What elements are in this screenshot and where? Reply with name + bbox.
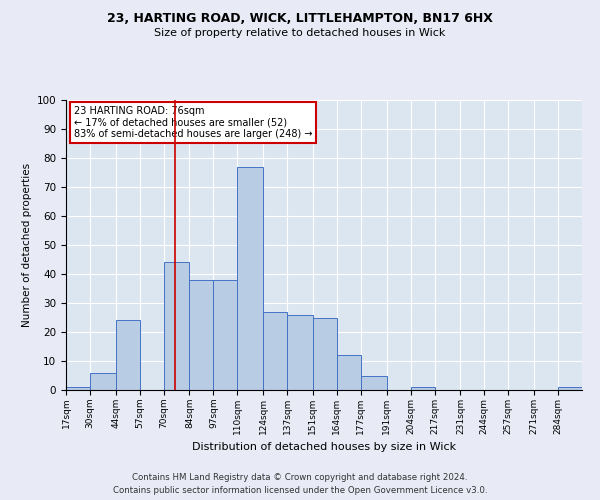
Bar xyxy=(558,387,582,390)
Bar xyxy=(214,280,238,390)
Bar xyxy=(361,376,386,390)
Bar xyxy=(190,280,214,390)
Text: 23, HARTING ROAD, WICK, LITTLEHAMPTON, BN17 6HX: 23, HARTING ROAD, WICK, LITTLEHAMPTON, B… xyxy=(107,12,493,26)
Bar xyxy=(66,387,90,390)
Bar xyxy=(287,314,313,390)
Y-axis label: Number of detached properties: Number of detached properties xyxy=(22,163,32,327)
Text: Size of property relative to detached houses in Wick: Size of property relative to detached ho… xyxy=(154,28,446,38)
Bar xyxy=(116,320,140,390)
Text: 23 HARTING ROAD: 76sqm
← 17% of detached houses are smaller (52)
83% of semi-det: 23 HARTING ROAD: 76sqm ← 17% of detached… xyxy=(74,106,312,139)
Text: Contains public sector information licensed under the Open Government Licence v3: Contains public sector information licen… xyxy=(113,486,487,495)
Text: Distribution of detached houses by size in Wick: Distribution of detached houses by size … xyxy=(192,442,456,452)
Bar xyxy=(238,166,263,390)
Bar xyxy=(337,355,361,390)
Bar xyxy=(263,312,287,390)
Bar xyxy=(313,318,337,390)
Bar xyxy=(410,387,434,390)
Bar xyxy=(164,262,190,390)
Text: Contains HM Land Registry data © Crown copyright and database right 2024.: Contains HM Land Registry data © Crown c… xyxy=(132,472,468,482)
Bar xyxy=(90,372,116,390)
